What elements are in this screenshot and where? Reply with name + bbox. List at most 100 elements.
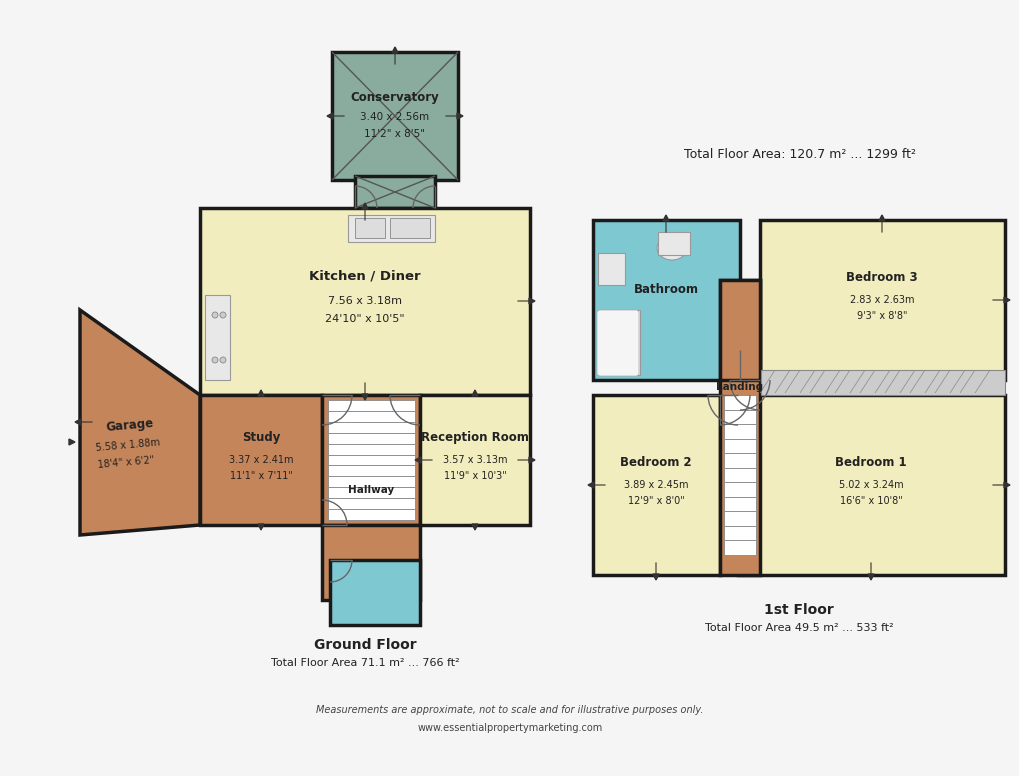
Polygon shape: [75, 419, 81, 425]
Bar: [597, 310, 639, 375]
Text: 18'4" x 6'2": 18'4" x 6'2": [97, 456, 155, 470]
Polygon shape: [587, 482, 593, 488]
Text: Kitchen / Diner: Kitchen / Diner: [309, 269, 421, 282]
Polygon shape: [1003, 297, 1009, 303]
Polygon shape: [457, 113, 463, 119]
Ellipse shape: [212, 357, 218, 363]
Ellipse shape: [220, 357, 226, 363]
Text: 3.57 x 3.13m: 3.57 x 3.13m: [442, 455, 506, 465]
Text: 12'9" x 8'0": 12'9" x 8'0": [627, 496, 684, 506]
Text: 11'2" x 8'5": 11'2" x 8'5": [364, 129, 425, 139]
Polygon shape: [867, 574, 873, 580]
Text: Bedroom 3: Bedroom 3: [846, 272, 917, 285]
Bar: [723, 453, 755, 468]
FancyBboxPatch shape: [596, 310, 638, 376]
Polygon shape: [662, 215, 668, 221]
Bar: [355, 218, 384, 238]
Bar: [328, 487, 415, 498]
Bar: [328, 509, 415, 520]
Bar: [328, 498, 415, 509]
Bar: [328, 476, 415, 487]
Bar: [723, 438, 755, 453]
Text: 1st Floor: 1st Floor: [763, 603, 834, 617]
Bar: [389, 218, 430, 238]
Bar: [328, 400, 415, 411]
Text: Study: Study: [242, 431, 280, 445]
Text: 16'6" x 10'8": 16'6" x 10'8": [839, 496, 902, 506]
Polygon shape: [472, 390, 478, 396]
Text: 5.02 x 3.24m: 5.02 x 3.24m: [838, 480, 903, 490]
Bar: [328, 411, 415, 422]
Bar: [328, 433, 415, 444]
Text: www.essentialpropertymarketing.com: www.essentialpropertymarketing.com: [417, 723, 602, 733]
Polygon shape: [69, 439, 75, 445]
Text: Bedroom 2: Bedroom 2: [620, 456, 691, 469]
Bar: [723, 540, 755, 555]
Polygon shape: [79, 310, 200, 535]
Bar: [723, 468, 755, 482]
Bar: [200, 208, 530, 395]
Text: 2.83 x 2.63m: 2.83 x 2.63m: [849, 295, 913, 305]
Bar: [657, 232, 689, 255]
Bar: [322, 395, 420, 525]
Polygon shape: [472, 524, 478, 530]
Polygon shape: [362, 203, 368, 209]
Bar: [322, 525, 420, 600]
Text: Bedroom 1: Bedroom 1: [835, 456, 906, 469]
Text: Hallway: Hallway: [347, 485, 393, 495]
Text: 7.56 x 3.18m: 7.56 x 3.18m: [328, 296, 401, 306]
Bar: [420, 395, 530, 525]
Text: Bathroom: Bathroom: [633, 283, 698, 296]
Polygon shape: [529, 457, 535, 463]
Bar: [723, 526, 755, 540]
Bar: [723, 497, 755, 511]
Bar: [723, 395, 755, 410]
Bar: [738, 395, 1004, 575]
Text: 3.40 x 2.56m: 3.40 x 2.56m: [360, 112, 429, 122]
Bar: [723, 511, 755, 526]
Polygon shape: [1003, 482, 1009, 488]
Text: Measurements are approximate, not to scale and for illustrative purposes only.: Measurements are approximate, not to sca…: [316, 705, 703, 715]
Bar: [719, 280, 759, 575]
Bar: [331, 52, 458, 180]
Polygon shape: [391, 47, 397, 53]
Bar: [759, 220, 1004, 380]
Ellipse shape: [656, 236, 687, 260]
Text: Total Floor Area: 120.7 m² ... 1299 ft²: Total Floor Area: 120.7 m² ... 1299 ft²: [684, 148, 915, 161]
Polygon shape: [529, 298, 535, 304]
Polygon shape: [362, 394, 368, 400]
Text: 11'1" x 7'11": 11'1" x 7'11": [229, 471, 292, 481]
Bar: [723, 410, 755, 424]
Text: 3.37 x 2.41m: 3.37 x 2.41m: [228, 455, 293, 465]
Ellipse shape: [220, 312, 226, 318]
Text: Reception Room: Reception Room: [421, 431, 529, 445]
Bar: [723, 424, 755, 438]
Bar: [328, 422, 415, 433]
Bar: [597, 253, 625, 285]
Text: Garage: Garage: [105, 417, 154, 434]
Text: Total Floor Area 49.5 m² ... 533 ft²: Total Floor Area 49.5 m² ... 533 ft²: [704, 623, 893, 633]
Bar: [592, 395, 719, 575]
Text: Conservatory: Conservatory: [351, 91, 439, 103]
Bar: [355, 176, 434, 208]
Polygon shape: [415, 457, 421, 463]
Text: 3.89 x 2.45m: 3.89 x 2.45m: [624, 480, 688, 490]
Polygon shape: [327, 113, 332, 119]
Text: Landing: Landing: [715, 382, 763, 392]
Polygon shape: [878, 215, 884, 221]
Text: 5.58 x 1.88m: 5.58 x 1.88m: [96, 437, 160, 452]
Bar: [205, 295, 229, 380]
Text: 24'10" x 10'5": 24'10" x 10'5": [325, 314, 405, 324]
Bar: [719, 280, 759, 380]
Text: 11'9" x 10'3": 11'9" x 10'3": [443, 471, 505, 481]
Bar: [723, 482, 755, 497]
Polygon shape: [652, 574, 658, 580]
Bar: [760, 370, 1004, 395]
Text: Total Floor Area 71.1 m² ... 766 ft²: Total Floor Area 71.1 m² ... 766 ft²: [270, 658, 459, 668]
Text: Ground Floor: Ground Floor: [314, 638, 416, 652]
Text: 9'3" x 8'8": 9'3" x 8'8": [856, 311, 906, 321]
Polygon shape: [258, 524, 264, 530]
Bar: [347, 215, 434, 242]
Bar: [330, 560, 420, 625]
Bar: [328, 444, 415, 455]
